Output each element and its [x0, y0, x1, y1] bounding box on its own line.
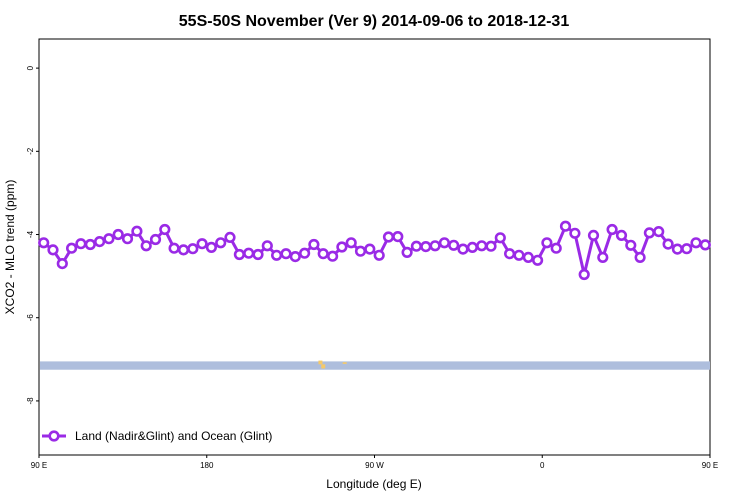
x-tick-label: 90 E [31, 461, 47, 470]
chart-title: 55S-50S November (Ver 9) 2014-09-06 to 2… [179, 13, 570, 30]
data-point [187, 243, 199, 255]
series-layer [38, 220, 711, 281]
data-point [224, 231, 236, 243]
data-point [252, 248, 264, 261]
data-point [690, 237, 702, 249]
data-point [466, 241, 479, 253]
data-point [261, 240, 273, 252]
data-point [159, 223, 171, 236]
x-axis: 90 E 180 90 W 0 90 E [31, 455, 718, 470]
data-point [177, 244, 190, 256]
land-mark [318, 360, 323, 365]
data-point [438, 237, 451, 249]
x-axis-label: Longitude (deg E) [326, 477, 421, 491]
data-point [327, 250, 339, 262]
x-tick-label: 90 W [365, 461, 384, 470]
land-band-layer [40, 360, 710, 370]
data-point [504, 248, 516, 260]
data-point [354, 245, 367, 257]
x-tick-label: 0 [540, 461, 545, 470]
data-point [373, 249, 385, 261]
data-point [410, 240, 423, 252]
data-point [168, 242, 180, 254]
data-point [671, 243, 684, 255]
data-point [615, 229, 628, 241]
data-point [485, 240, 497, 252]
y-tick-label: -2 [26, 147, 35, 155]
data-point [541, 237, 553, 249]
y-tick-label: -8 [26, 397, 35, 405]
data-point [476, 240, 488, 252]
data-point [448, 239, 460, 251]
data-point [457, 243, 469, 255]
legend: Land (Nadir&Glint) and Ocean (Glint) [42, 429, 272, 443]
data-point [103, 233, 115, 245]
y-tick-label: -4 [26, 230, 35, 238]
data-point [420, 241, 432, 253]
legend-marker-swatch [48, 430, 60, 442]
data-point [271, 249, 283, 261]
data-point [243, 247, 255, 259]
data-point [606, 223, 618, 236]
data-point [531, 254, 544, 266]
data-point [336, 241, 348, 253]
data-point [429, 240, 441, 252]
data-point [149, 233, 162, 246]
data-point [65, 242, 78, 254]
data-point [587, 229, 600, 241]
data-point [662, 238, 674, 250]
y-tick-label: 0 [26, 65, 35, 70]
legend-series-label: Land (Nadir&Glint) and Ocean (Glint) [75, 429, 272, 443]
land-mark [342, 362, 347, 364]
data-point [317, 248, 329, 260]
y-tick-label: -6 [26, 314, 35, 322]
land-mark [321, 364, 326, 369]
data-point [56, 258, 68, 270]
data-point [121, 233, 134, 245]
x-tick-label: 90 E [702, 461, 718, 470]
data-point [93, 236, 106, 248]
data-point [299, 247, 311, 259]
data-point [364, 243, 376, 255]
data-point [643, 227, 656, 239]
data-point [38, 237, 50, 249]
data-point [289, 251, 301, 263]
data-point [112, 228, 124, 241]
data-point [131, 225, 143, 237]
data-point [578, 268, 590, 281]
data-point [205, 241, 217, 253]
data-point [84, 238, 96, 251]
data-point [550, 242, 562, 254]
data-point [47, 244, 59, 256]
y-axis-label: XCO2 - MLO trend (ppm) [3, 180, 17, 315]
data-point [401, 246, 413, 258]
data-point [569, 227, 581, 239]
data-point [597, 251, 609, 263]
data-point [522, 251, 534, 263]
data-point [513, 249, 525, 261]
data-point [634, 251, 646, 263]
data-point [308, 238, 320, 251]
data-point [559, 220, 572, 232]
data-point [140, 240, 152, 252]
data-point [699, 239, 711, 251]
data-point [215, 237, 227, 249]
data-point [233, 248, 245, 261]
x-tick-label: 180 [200, 461, 214, 470]
data-point [625, 239, 637, 251]
land-band [40, 361, 710, 370]
y-axis: 0 -2 -4 -6 -8 [26, 65, 39, 404]
data-point [280, 248, 292, 260]
data-point [392, 231, 404, 243]
data-point [681, 243, 693, 255]
data-point [345, 237, 357, 249]
data-point [653, 226, 665, 238]
data-point [196, 238, 208, 250]
data-point [382, 231, 395, 243]
data-point [75, 238, 87, 250]
data-point [494, 232, 506, 244]
